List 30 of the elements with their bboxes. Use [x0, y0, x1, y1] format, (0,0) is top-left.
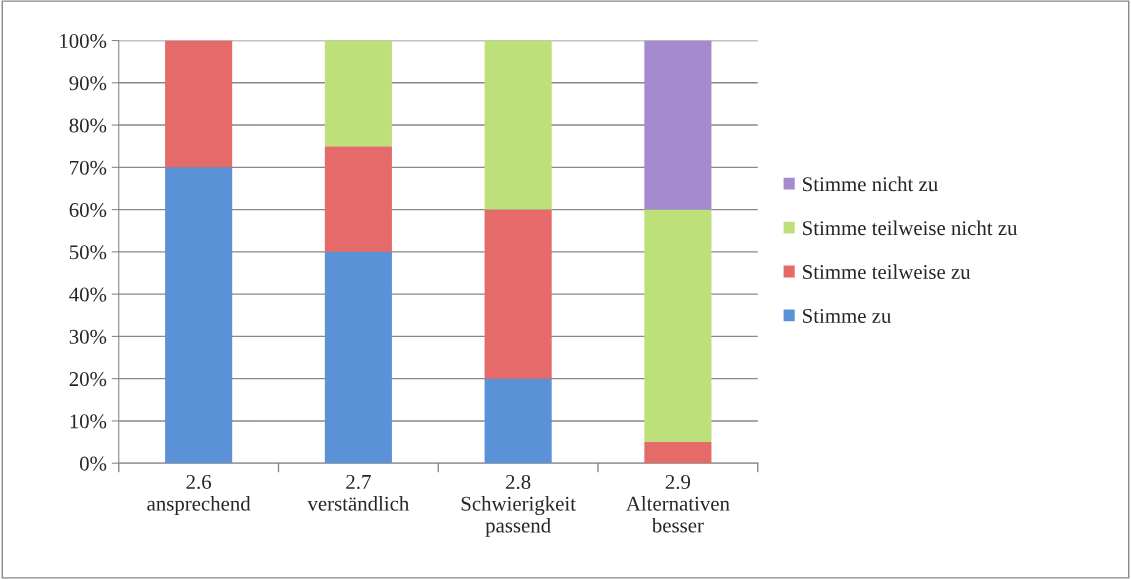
bar: [644, 209, 712, 443]
bar: [644, 40, 712, 210]
bar: [165, 40, 233, 168]
bar: [324, 251, 392, 464]
legend-label: Stimme teilweise zu: [803, 264, 971, 280]
legend-label: Stimme teilweise nicht zu: [803, 220, 1018, 236]
y-tick-label: 90%: [69, 76, 107, 91]
bar: [324, 40, 392, 147]
x-tick-label: 2.6 ansprechend: [147, 474, 251, 515]
y-tick-label: 50%: [69, 245, 107, 260]
bar: [484, 40, 552, 210]
bar: [324, 146, 392, 252]
legend-label: Stimme nicht zu: [803, 176, 938, 192]
x-tick-label: 2.7 verständlich: [307, 474, 410, 511]
x-tick-label: 2.9 Alternativen besser: [626, 474, 730, 533]
y-tick-label: 0%: [79, 456, 107, 471]
y-tick-label: 100%: [60, 33, 107, 49]
y-tick-label: 80%: [69, 118, 107, 133]
y-tick-label: 60%: [69, 202, 107, 218]
y-tick-label: 70%: [70, 160, 107, 175]
y-tick-label: 30%: [69, 329, 107, 344]
y-tick-label: 40%: [69, 287, 107, 302]
legend-label: Stimme zu: [803, 308, 891, 323]
bar: [644, 442, 712, 464]
x-tick-label: 2.8 Schwierigkeit passend: [461, 474, 576, 537]
y-tick-label: 10%: [70, 414, 107, 429]
bar: [484, 378, 552, 464]
bar: [165, 167, 233, 464]
y-tick-label: 20%: [69, 372, 107, 387]
bar: [484, 209, 552, 379]
